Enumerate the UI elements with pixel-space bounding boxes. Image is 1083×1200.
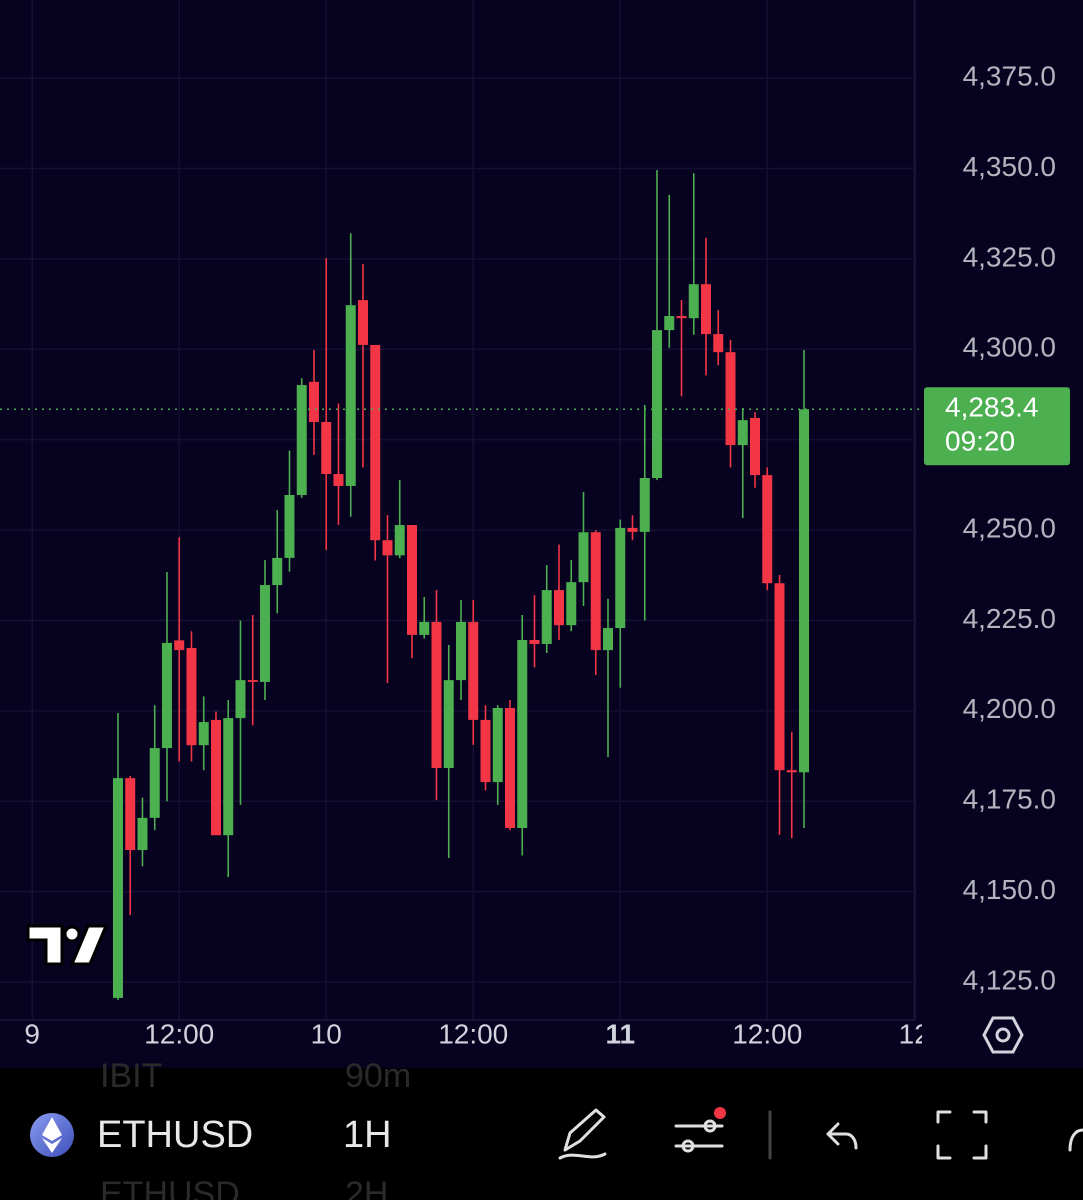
candle-body: [774, 583, 785, 771]
x-tick-label: 12:00: [732, 1018, 802, 1049]
candle-body: [553, 590, 564, 626]
candle-body: [137, 817, 148, 851]
y-tick-label: 4,175.0: [963, 784, 1056, 815]
candle-body: [762, 475, 773, 584]
y-tick-label: 4,350.0: [963, 151, 1056, 182]
candle-body: [431, 621, 442, 768]
candle-body: [517, 639, 528, 829]
last-price: 4,283.409:20: [0, 387, 1070, 466]
candle-body: [247, 680, 258, 682]
y-tick-label: 4,375.0: [963, 60, 1056, 91]
x-tick-label: 9: [24, 1018, 40, 1049]
x-tick-label: 12:00: [438, 1018, 508, 1049]
candle-body: [174, 640, 185, 651]
candle-body: [308, 381, 319, 422]
candle-body: [480, 719, 491, 783]
candle-body: [394, 525, 405, 556]
candle-body: [737, 420, 748, 446]
candle-body: [602, 628, 613, 651]
price-axis: 4,125.0 4,150.0 4,175.0 4,200.0 4,225.0 4,250…: [963, 60, 1056, 995]
symbol[interactable]: ETHUSD: [97, 1114, 253, 1156]
draw-icon[interactable]: [558, 1108, 607, 1160]
candle-body: [125, 778, 136, 851]
settings-icon[interactable]: [982, 1016, 1024, 1054]
candle-body: [406, 525, 417, 635]
undo-icon[interactable]: [826, 1122, 858, 1150]
candle-body: [713, 334, 724, 353]
candle-body: [688, 284, 699, 319]
y-tick-label: 4,250.0: [963, 512, 1056, 543]
candle-body: [664, 316, 675, 331]
last-price-label: 4,283.4: [945, 392, 1038, 423]
candle-body: [382, 540, 393, 556]
candle-body: [321, 421, 332, 475]
candle-body: [529, 639, 540, 644]
y-tick-label: 4,125.0: [963, 964, 1056, 995]
candle-body: [419, 621, 430, 635]
candle-body: [786, 770, 797, 773]
candle-body: [161, 642, 172, 749]
eth-icon: [30, 1113, 74, 1157]
candle-body: [701, 284, 712, 335]
candle-body: [455, 621, 466, 681]
faded-interval: 2H: [345, 1175, 388, 1200]
faded-interval: 90m: [345, 1057, 411, 1095]
candle-body: [357, 300, 368, 345]
interval[interactable]: 1H: [343, 1114, 392, 1156]
candle-body: [725, 352, 736, 446]
candles: [112, 169, 810, 1001]
candle-body: [443, 680, 454, 768]
candle-body: [639, 478, 650, 532]
notification-dot: [714, 1107, 726, 1119]
candle-body: [235, 680, 246, 719]
x-tick-label: 11: [605, 1018, 635, 1049]
chart-background: [0, 0, 1083, 1068]
y-tick-label: 4,225.0: [963, 603, 1056, 634]
candle-body: [272, 557, 283, 586]
candle-body: [615, 527, 626, 629]
candle-body: [259, 585, 270, 682]
candle-body: [492, 707, 503, 783]
y-tick-label: 4,300.0: [963, 332, 1056, 363]
candle-body: [590, 532, 601, 651]
candle-body: [566, 582, 577, 626]
fullscreen-icon[interactable]: [936, 1110, 988, 1160]
toolbar: [0, 1068, 1083, 1200]
candle-body: [652, 330, 663, 479]
candle-body: [370, 344, 381, 541]
x-tick-label: 12:00: [144, 1018, 214, 1049]
candle-body: [112, 778, 123, 998]
candle-body: [210, 719, 221, 836]
candle-body: [541, 590, 552, 644]
candle-body: [676, 316, 687, 319]
candle-body: [223, 718, 234, 836]
candle-body: [296, 385, 307, 495]
indicators-icon[interactable]: [674, 1119, 724, 1153]
candle-body: [186, 647, 197, 746]
countdown: 09:20: [945, 426, 1015, 457]
y-tick-label: 4,150.0: [963, 874, 1056, 905]
candle-body: [468, 621, 479, 720]
candle-body: [799, 409, 810, 773]
candle-body: [578, 532, 589, 583]
more-icon[interactable]: [1068, 1128, 1083, 1152]
x-tick-label: 10: [311, 1018, 342, 1049]
faded-symbol: IBIT: [100, 1057, 162, 1095]
candle-body: [627, 527, 638, 532]
candle-body: [750, 417, 761, 476]
time-axis: 9 12:00 10 12:00 11 12:00 12: [24, 1018, 930, 1049]
y-tick-label: 4,325.0: [963, 241, 1056, 272]
candle-body: [333, 474, 344, 486]
candle-body: [284, 494, 295, 558]
faded-symbol: ETHUSD: [100, 1175, 240, 1200]
candle-body: [198, 722, 209, 746]
x-tick-label: 12: [899, 1018, 930, 1049]
candle-body: [149, 748, 160, 818]
last-price-badge: [924, 387, 1070, 466]
y-tick-label: 4,200.0: [963, 693, 1056, 724]
tv-logo: [26, 924, 109, 966]
candle-body: [504, 707, 515, 829]
candle-body: [345, 305, 356, 486]
